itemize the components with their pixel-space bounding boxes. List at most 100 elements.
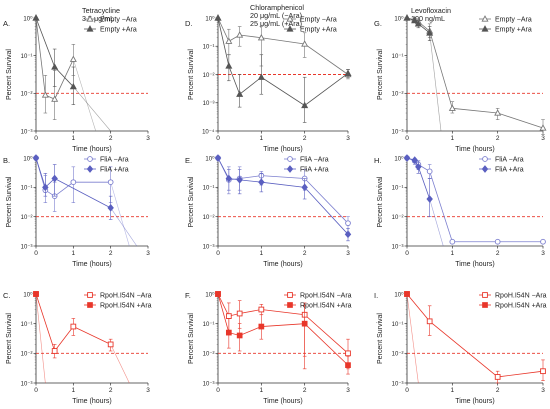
legend-entry: RpoH.I54N +Ara (284, 302, 352, 310)
y-tick-label: 10⁻³ (21, 381, 33, 387)
data-point (482, 156, 488, 162)
x-tick-label: 2 (496, 250, 500, 257)
x-axis-title: Time (hours) (455, 398, 494, 405)
chart-panel: B. Percent Survival 10⁰ 10⁻¹ 10⁻² 10⁻³0 1 2 3 Tim… (3, 154, 150, 268)
data-point (257, 73, 265, 80)
data-point (301, 320, 308, 327)
data-point (426, 168, 433, 175)
data-point (86, 15, 94, 22)
legend-label: FliA −Ara (300, 157, 329, 164)
data-point (225, 174, 233, 183)
series-line (217, 17, 349, 106)
data-point (415, 163, 422, 171)
y-axis-title: Percent Survival (377, 49, 384, 100)
data-series (32, 14, 97, 132)
y-tick-label: 10⁰ (205, 15, 215, 22)
y-axis-title: Percent Survival (188, 176, 195, 227)
x-tick-label: 0 (405, 250, 409, 257)
data-point (286, 15, 294, 22)
legend-label: RpoH.I54N +Ara (495, 303, 547, 310)
legend-entry: FliA +Ara (284, 165, 329, 174)
data-point (86, 165, 94, 173)
data-series (403, 14, 442, 132)
data-point (236, 332, 243, 339)
series-tail-line (406, 293, 419, 384)
legend-entry: RpoH.I54N −Ara (284, 292, 352, 300)
x-axis-title: Time (hours) (263, 146, 302, 153)
y-tick-label: 10⁻³ (392, 381, 404, 387)
x-tick-label: 3 (346, 135, 350, 142)
data-point (225, 62, 233, 69)
y-axis-title: Percent Survival (377, 313, 384, 364)
y-tick-label: 10⁻¹ (203, 186, 215, 192)
y-tick-label: 10⁰ (23, 15, 33, 22)
data-series (214, 154, 352, 242)
data-point (403, 154, 411, 162)
data-point (481, 165, 489, 173)
chart-panel: C. Percent Survival 10⁰ 10⁻¹ 10⁻² 10⁻³0 1 2 3 Tim… (3, 291, 152, 405)
data-series (404, 291, 419, 384)
y-tick-label: 10⁻³ (21, 129, 33, 135)
data-series (214, 14, 352, 123)
series-line (217, 293, 349, 354)
y-tick-label: 10⁻² (392, 352, 404, 358)
series-tail-line (110, 344, 130, 384)
data-point (32, 154, 40, 162)
y-tick-label: 10⁻¹ (203, 322, 215, 328)
y-tick-label: 10⁻² (21, 215, 33, 221)
data-point (426, 195, 433, 203)
legend-entry: FliA −Ara (479, 156, 524, 164)
data-point (258, 178, 265, 186)
y-tick-label: 10⁰ (394, 15, 404, 22)
x-tick-label: 0 (405, 387, 409, 394)
y-tick-label: 10⁻³ (203, 244, 215, 250)
panel-label: D. (185, 19, 193, 28)
legend-entry: FliA −Ara (84, 156, 129, 164)
data-point (86, 25, 94, 32)
x-tick-label: 3 (541, 135, 545, 142)
y-tick-label: 10⁻³ (21, 244, 33, 250)
data-point (345, 220, 351, 227)
legend-entry: Empty −Ara (284, 15, 337, 24)
series-tail-line (429, 32, 442, 132)
data-series (33, 291, 46, 384)
data-point (540, 238, 546, 245)
panel-label: A. (3, 19, 10, 28)
series-line (217, 157, 349, 224)
legend-label: RpoH.I54N +Ara (100, 303, 152, 310)
data-point (426, 29, 434, 36)
panel-label: H. (374, 156, 382, 165)
data-series (404, 155, 546, 245)
x-tick-label: 3 (146, 250, 150, 257)
series-tail-line (110, 207, 138, 247)
legend-label: FliA −Ara (100, 157, 129, 164)
data-point (482, 292, 488, 298)
data-point (301, 40, 309, 47)
legend-label: Empty −Ara (495, 17, 532, 24)
data-point (411, 16, 419, 24)
x-tick-label: 2 (303, 250, 307, 257)
y-axis-title: Percent Survival (188, 313, 195, 364)
legend-entry: Empty −Ara (84, 15, 137, 24)
x-axis-title: Time (hours) (455, 261, 494, 268)
data-point (236, 31, 244, 38)
data-point (51, 348, 58, 354)
data-point (87, 292, 93, 298)
chart-panel: A. Percent Survival 10⁰ 10⁻¹ 10⁻² 10⁻³0 1 2 3 Tim… (3, 14, 150, 153)
y-tick-label: 10⁻² (203, 352, 215, 358)
x-axis-title: Time (hours) (263, 261, 302, 268)
data-point (225, 37, 233, 44)
data-point (257, 33, 265, 41)
series-line (217, 157, 349, 235)
legend-entry: Empty +Ara (479, 25, 532, 34)
y-axis-title: Percent Survival (6, 176, 13, 227)
x-tick-label: 3 (346, 250, 350, 257)
data-point (286, 25, 294, 32)
chart-panel: H. Percent Survival 10⁰ 10⁻¹ 10⁻² 10⁻³0 1 2 3 Tim… (374, 154, 546, 268)
y-tick-label: 10⁰ (394, 155, 404, 162)
legend-entry: FliA −Ara (284, 156, 329, 164)
legend-label: RpoH.I54N +Ara (300, 303, 352, 310)
legend-entry: Empty −Ara (479, 15, 532, 24)
